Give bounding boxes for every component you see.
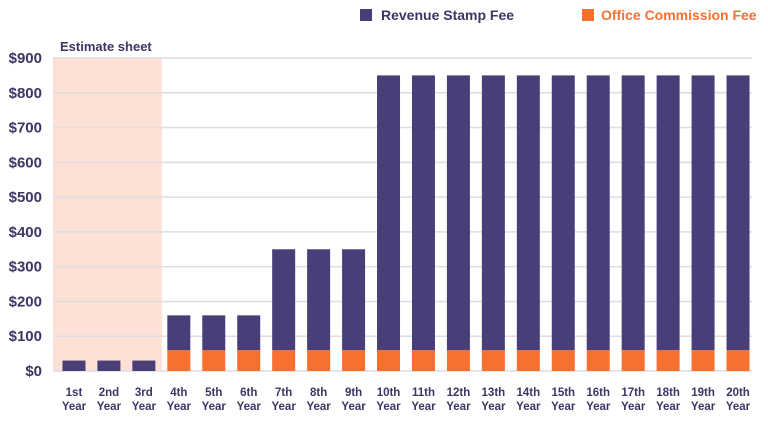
- x-tick-label: 6thYear: [237, 387, 262, 413]
- legend-label-revenue-stamp-fee: Revenue Stamp Fee: [381, 7, 514, 23]
- x-tick-label: 1stYear: [62, 387, 87, 413]
- bar-revenue-stamp-fee: [237, 315, 260, 350]
- x-tick-label: 12thYear: [446, 387, 471, 413]
- bar-revenue-stamp-fee: [202, 315, 225, 350]
- bar-revenue-stamp-fee: [307, 249, 330, 350]
- x-tick-label: 4thYear: [167, 387, 192, 413]
- bar-office-commission-fee: [587, 350, 610, 371]
- y-tick-label: $0: [25, 363, 42, 380]
- bar-revenue-stamp-fee: [622, 75, 645, 350]
- x-tick-label: 17thYear: [621, 387, 646, 413]
- y-tick-label: $600: [9, 154, 42, 171]
- bar-office-commission-fee: [272, 350, 295, 371]
- bar-revenue-stamp-fee: [132, 361, 155, 371]
- bar-office-commission-fee: [727, 350, 750, 371]
- bar-revenue-stamp-fee: [657, 75, 680, 350]
- bar-revenue-stamp-fee: [377, 75, 400, 350]
- bar-revenue-stamp-fee: [97, 361, 120, 371]
- x-tick-label: 7thYear: [272, 387, 297, 413]
- y-tick-label: $200: [9, 293, 42, 310]
- bar-office-commission-fee: [552, 350, 575, 371]
- bar-revenue-stamp-fee: [727, 75, 750, 350]
- bar-revenue-stamp-fee: [447, 75, 470, 350]
- legend-swatch-office-commission-fee: [582, 9, 594, 21]
- y-tick-label: $900: [9, 50, 42, 67]
- bar-revenue-stamp-fee: [482, 75, 505, 350]
- x-tick-label: 15thYear: [551, 387, 576, 413]
- legend-label-office-commission-fee: Office Commission Fee: [601, 7, 757, 23]
- x-tick-label: 10thYear: [376, 387, 401, 413]
- bar-office-commission-fee: [342, 350, 365, 371]
- bar-office-commission-fee: [692, 350, 715, 371]
- legend: Revenue Stamp Fee Office Commission Fee: [360, 7, 757, 23]
- x-tick-label: 19thYear: [691, 387, 716, 413]
- x-tick-label: 9thYear: [341, 387, 366, 413]
- x-tick-label: 5thYear: [202, 387, 227, 413]
- y-tick-label: $300: [9, 259, 42, 276]
- estimate-sheet-label: Estimate sheet: [60, 39, 152, 54]
- x-tick-label: 20thYear: [726, 387, 751, 413]
- bar-revenue-stamp-fee: [62, 361, 85, 371]
- x-tick-label: 3rdYear: [132, 387, 157, 413]
- bar-office-commission-fee: [657, 350, 680, 371]
- x-tick-label: 16thYear: [586, 387, 611, 413]
- bar-revenue-stamp-fee: [587, 75, 610, 350]
- y-tick-label: $800: [9, 85, 42, 102]
- bar-office-commission-fee: [622, 350, 645, 371]
- bar-office-commission-fee: [377, 350, 400, 371]
- x-tick-label: 14thYear: [516, 387, 541, 413]
- y-tick-label: $700: [9, 120, 42, 137]
- bar-office-commission-fee: [307, 350, 330, 371]
- x-tick-label: 2ndYear: [97, 387, 122, 413]
- bar-office-commission-fee: [412, 350, 435, 371]
- bar-revenue-stamp-fee: [412, 75, 435, 350]
- legend-swatch-revenue-stamp-fee: [360, 9, 372, 21]
- bar-revenue-stamp-fee: [272, 249, 295, 350]
- bar-revenue-stamp-fee: [167, 315, 190, 350]
- x-tick-label: 8thYear: [306, 387, 331, 413]
- x-tick-label: 11thYear: [411, 387, 436, 413]
- y-tick-label: $100: [9, 328, 42, 345]
- x-tick-label: 18thYear: [656, 387, 681, 413]
- bar-office-commission-fee: [167, 350, 190, 371]
- bar-office-commission-fee: [202, 350, 225, 371]
- bar-office-commission-fee: [237, 350, 260, 371]
- bar-revenue-stamp-fee: [517, 75, 540, 350]
- y-tick-label: $400: [9, 224, 42, 241]
- bar-revenue-stamp-fee: [342, 249, 365, 350]
- bar-revenue-stamp-fee: [552, 75, 575, 350]
- bar-revenue-stamp-fee: [692, 75, 715, 350]
- y-tick-label: $500: [9, 189, 42, 206]
- estimate-sheet-region: [53, 58, 162, 371]
- bar-office-commission-fee: [447, 350, 470, 371]
- bar-office-commission-fee: [482, 350, 505, 371]
- x-tick-label: 13thYear: [481, 387, 506, 413]
- bar-office-commission-fee: [517, 350, 540, 371]
